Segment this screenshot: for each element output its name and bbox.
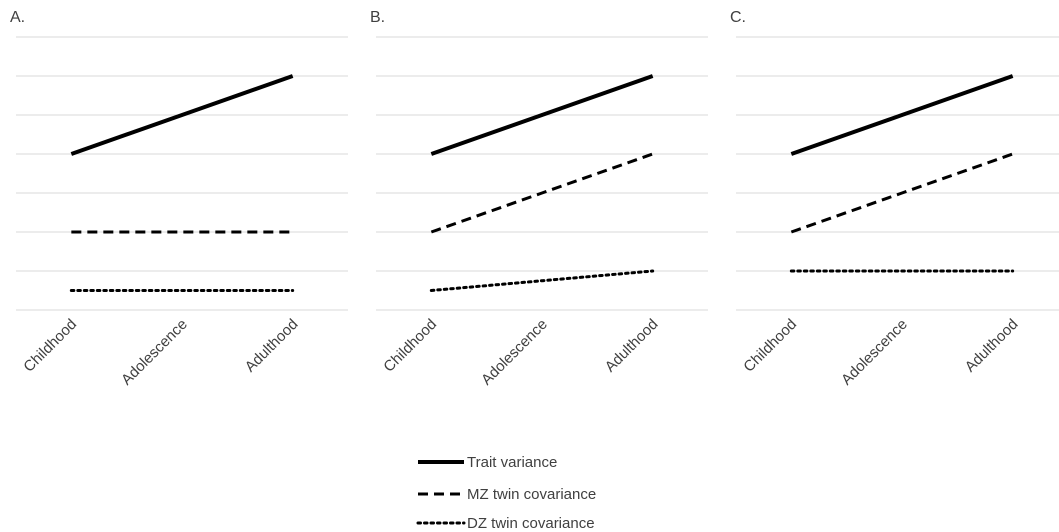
- series-line-mz: [430, 152, 654, 234]
- series-line-trait: [430, 74, 654, 156]
- panel-title: A.: [10, 9, 25, 26]
- x-tick-label: Adolescence: [478, 316, 551, 389]
- panel-title: B.: [370, 9, 385, 26]
- legend-label-dz: DZ twin covariance: [467, 515, 595, 532]
- panel-title: C.: [730, 9, 746, 26]
- chart-panels: A. Childhood Adolescence Adulthood B. Childho…: [10, 9, 1059, 389]
- series-line-trait: [70, 74, 294, 156]
- x-tick-label: Adulthood: [602, 316, 662, 376]
- legend-label-trait: Trait variance: [467, 454, 557, 471]
- x-tick-label: Childhood: [740, 316, 800, 376]
- series-line-mz: [790, 152, 1014, 234]
- x-tick-label: Adolescence: [118, 316, 191, 389]
- x-tick-label: Adulthood: [962, 316, 1022, 376]
- chart-panel-a: A. Childhood Adolescence Adulthood: [10, 9, 348, 389]
- x-tick-label: Childhood: [380, 316, 440, 376]
- legend: Trait variance MZ twin covariance DZ twi…: [416, 454, 596, 532]
- series-line-dz: [429, 269, 655, 292]
- chart-panel-b: B. Childhood Adolescence Adulthood: [370, 9, 708, 389]
- chart-panel-c: C. Childhood Adolescence Adulthood: [730, 9, 1059, 389]
- x-tick-label: Childhood: [20, 316, 80, 376]
- x-tick-label: Adulthood: [242, 316, 302, 376]
- legend-label-mz: MZ twin covariance: [467, 486, 596, 503]
- x-tick-label: Adolescence: [838, 316, 911, 389]
- series-line-trait: [790, 74, 1014, 156]
